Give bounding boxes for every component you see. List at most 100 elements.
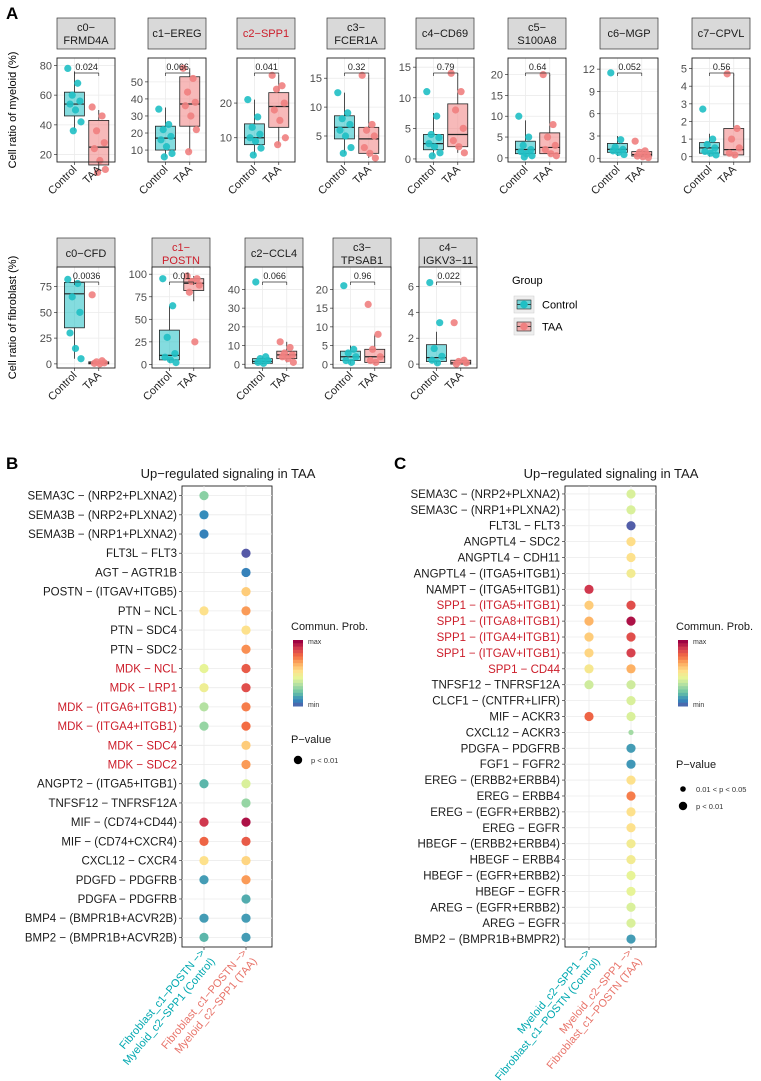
dot-b-legend-gradient-14 [293, 686, 303, 690]
fibroblast-pvalue-0: 0.0036 [73, 271, 101, 281]
dot-b-row-label-4: AGT − AGTR1B [95, 567, 177, 579]
dot-b-dot-10-1 [241, 683, 251, 693]
dot-b-row-label-16: TNFSF12 − TNFRSF12A [48, 798, 177, 810]
dot-c-row-label-2: FLT3L − FLT3 [489, 521, 560, 533]
group-legend-taa: TAA [513, 317, 563, 336]
myeloid-ytick-label-3-0: 5 [316, 131, 322, 143]
fibroblast-point-3-taa-2 [368, 345, 377, 353]
fibroblast-ytick-label-1-3: 75 [135, 292, 147, 304]
dot-c-legend-gradient-4 [678, 653, 688, 657]
dot-b-legend-gradient-7 [293, 663, 303, 667]
myeloid-strip-title-5: c5− S100A8 [517, 22, 556, 47]
myeloid-point-7-control-4 [701, 147, 709, 156]
fibroblast-point-0-control-3 [76, 308, 84, 316]
fibroblast-point-1-taa-1 [193, 275, 201, 283]
myeloid-point-0-taa-3 [100, 139, 108, 147]
fibroblast-xtick-label-0-taa: TAA [81, 369, 105, 393]
fibroblast-point-0-control-6 [77, 355, 85, 363]
myeloid-point-7-control-0 [699, 105, 707, 113]
myeloid-frame-2 [236, 57, 296, 163]
fibroblast-point-1-control-4 [161, 353, 169, 361]
myeloid-ytick-label-4-1: 5 [405, 123, 411, 135]
dot-c-row-label-22: HBEGF − (ERBB2+ERBB4) [417, 839, 560, 851]
myeloid-point-4-control-1 [433, 112, 441, 120]
dot-c-dot-14-0 [584, 711, 594, 722]
dot-b-row-label-8: PTN − SDC2 [110, 644, 177, 656]
fibroblast-point-1-taa-4 [185, 288, 193, 296]
myeloid-frame-0 [56, 57, 116, 163]
myeloid-ytick-label-7-4: 4 [681, 81, 687, 93]
dot-b-dot-22-0 [199, 913, 209, 923]
myeloid-frame-6 [599, 57, 659, 163]
dot-b-dot-14-1 [241, 759, 251, 770]
dot-c-dot-8-0 [584, 616, 594, 626]
fibroblast-strip-0 [56, 237, 116, 270]
dot-b-legend-max: max [308, 639, 322, 646]
myeloid-ytick-label-7-1: 1 [681, 134, 687, 146]
fibroblast-ytick-label-1-2: 50 [135, 314, 147, 326]
fibroblast-point-2-control-0 [252, 278, 260, 286]
myeloid-point-1-control-6 [168, 149, 176, 158]
fibroblast-xtick-label-3-control: Control [322, 370, 356, 404]
myeloid-xtick-label-2-control: Control [226, 164, 260, 198]
myeloid-point-4-control-2 [427, 130, 435, 139]
fibroblast-panel-1: c1− POSTN 0 25 50 75 100 Control TAA 0.01 [129, 237, 211, 403]
dot-c-row-label-24: HBEGF − (EGFR+ERBB2) [423, 870, 560, 882]
fibroblast-point-1-control-2 [163, 333, 171, 341]
dot-b-dot-12-1 [241, 721, 251, 731]
dot-c-legend-gradient-19 [678, 702, 688, 707]
myeloid-ytick-label-0-0: 20 [40, 150, 52, 162]
myeloid-point-3-control-5 [341, 132, 350, 140]
fibroblast-ytick-label-2-4: 40 [228, 284, 240, 296]
myeloid-point-2-control-1 [254, 113, 262, 121]
fibroblast-ytick-label-2-0: 0 [234, 359, 240, 371]
dot-c-legend-gradient-3 [678, 649, 688, 654]
dot-b-row-label-12: MDK − (ITGA4+ITGB1) [58, 721, 178, 733]
myeloid-ytick-label-7-5: 5 [681, 64, 687, 76]
myeloid-ytick-label-3-2: 15 [310, 73, 322, 85]
dot-c-row-label-20: EREG − (EGFR+ERBB2) [430, 807, 560, 819]
fibroblast-strip-title-1: c1− POSTN [162, 242, 200, 267]
myeloid-point-0-taa-5 [96, 156, 104, 165]
fibroblast-point-1-taa-3 [195, 281, 203, 289]
myeloid-ytick-label-6-0: 0 [589, 153, 595, 165]
fibroblast-point-3-taa-4 [366, 356, 374, 365]
myeloid-point-1-control-0 [155, 105, 163, 113]
fibroblast-point-0-taa-4 [90, 359, 98, 367]
dot-c-dot-14-1 [626, 711, 636, 722]
fibroblast-ytick-label-0-1: 25 [40, 333, 52, 345]
myeloid-point-1-taa-5 [187, 112, 195, 120]
dot-b-row-label-7: PTN − SDC4 [110, 625, 177, 637]
fibroblast-point-0-taa-5 [96, 360, 104, 368]
fibroblast-point-3-taa-5 [372, 358, 380, 366]
dot-c-legend-gradient-18 [678, 699, 688, 704]
myeloid-point-6-taa-5 [639, 153, 647, 161]
myeloid-point-0-control-3 [76, 97, 84, 105]
dot-c-dot-11-1 [626, 664, 636, 674]
dot-b-dot-17-0 [199, 817, 209, 827]
dot-c-dot-10-0 [584, 648, 594, 658]
dot-c-dot-1-1 [626, 505, 636, 515]
dot-c-dot-3-1 [626, 537, 636, 547]
dot-b-dot-11-0 [199, 702, 209, 712]
dot-c-row-label-21: EREG − EGFR [482, 823, 560, 835]
fibroblast-point-1-taa-0 [183, 272, 191, 280]
myeloid-ytick-label-7-2: 2 [681, 116, 687, 128]
myeloid-point-2-control-5 [251, 137, 260, 145]
dot-b-legend-gradient-2 [293, 646, 303, 651]
myeloid-point-2-taa-5 [276, 116, 284, 124]
myeloid-point-3-taa-4 [360, 143, 368, 152]
dot-c-dot-8-1 [626, 616, 636, 626]
myeloid-strip-title-2: c2−SPP1 [243, 28, 289, 40]
myeloid-point-1-control-7 [160, 153, 168, 161]
dot-c-dot-9-0 [584, 632, 594, 642]
myeloid-pvalue-4: 0.79 [437, 62, 455, 72]
myeloid-point-0-control-6 [77, 118, 85, 126]
myeloid-ytick-label-0-1: 40 [40, 120, 52, 132]
myeloid-ytick-label-4-2: 10 [399, 93, 411, 105]
dot-c-dot-23-1 [626, 854, 636, 865]
dot-c-row-label-0: SEMA3C − (NRP2+PLXNA2) [410, 489, 560, 501]
fibroblast-point-2-control-4 [254, 358, 262, 366]
dot-c-pvalue-label-1: p < 0.01 [696, 802, 723, 811]
myeloid-ytick-label-1-4: 50 [131, 77, 143, 89]
